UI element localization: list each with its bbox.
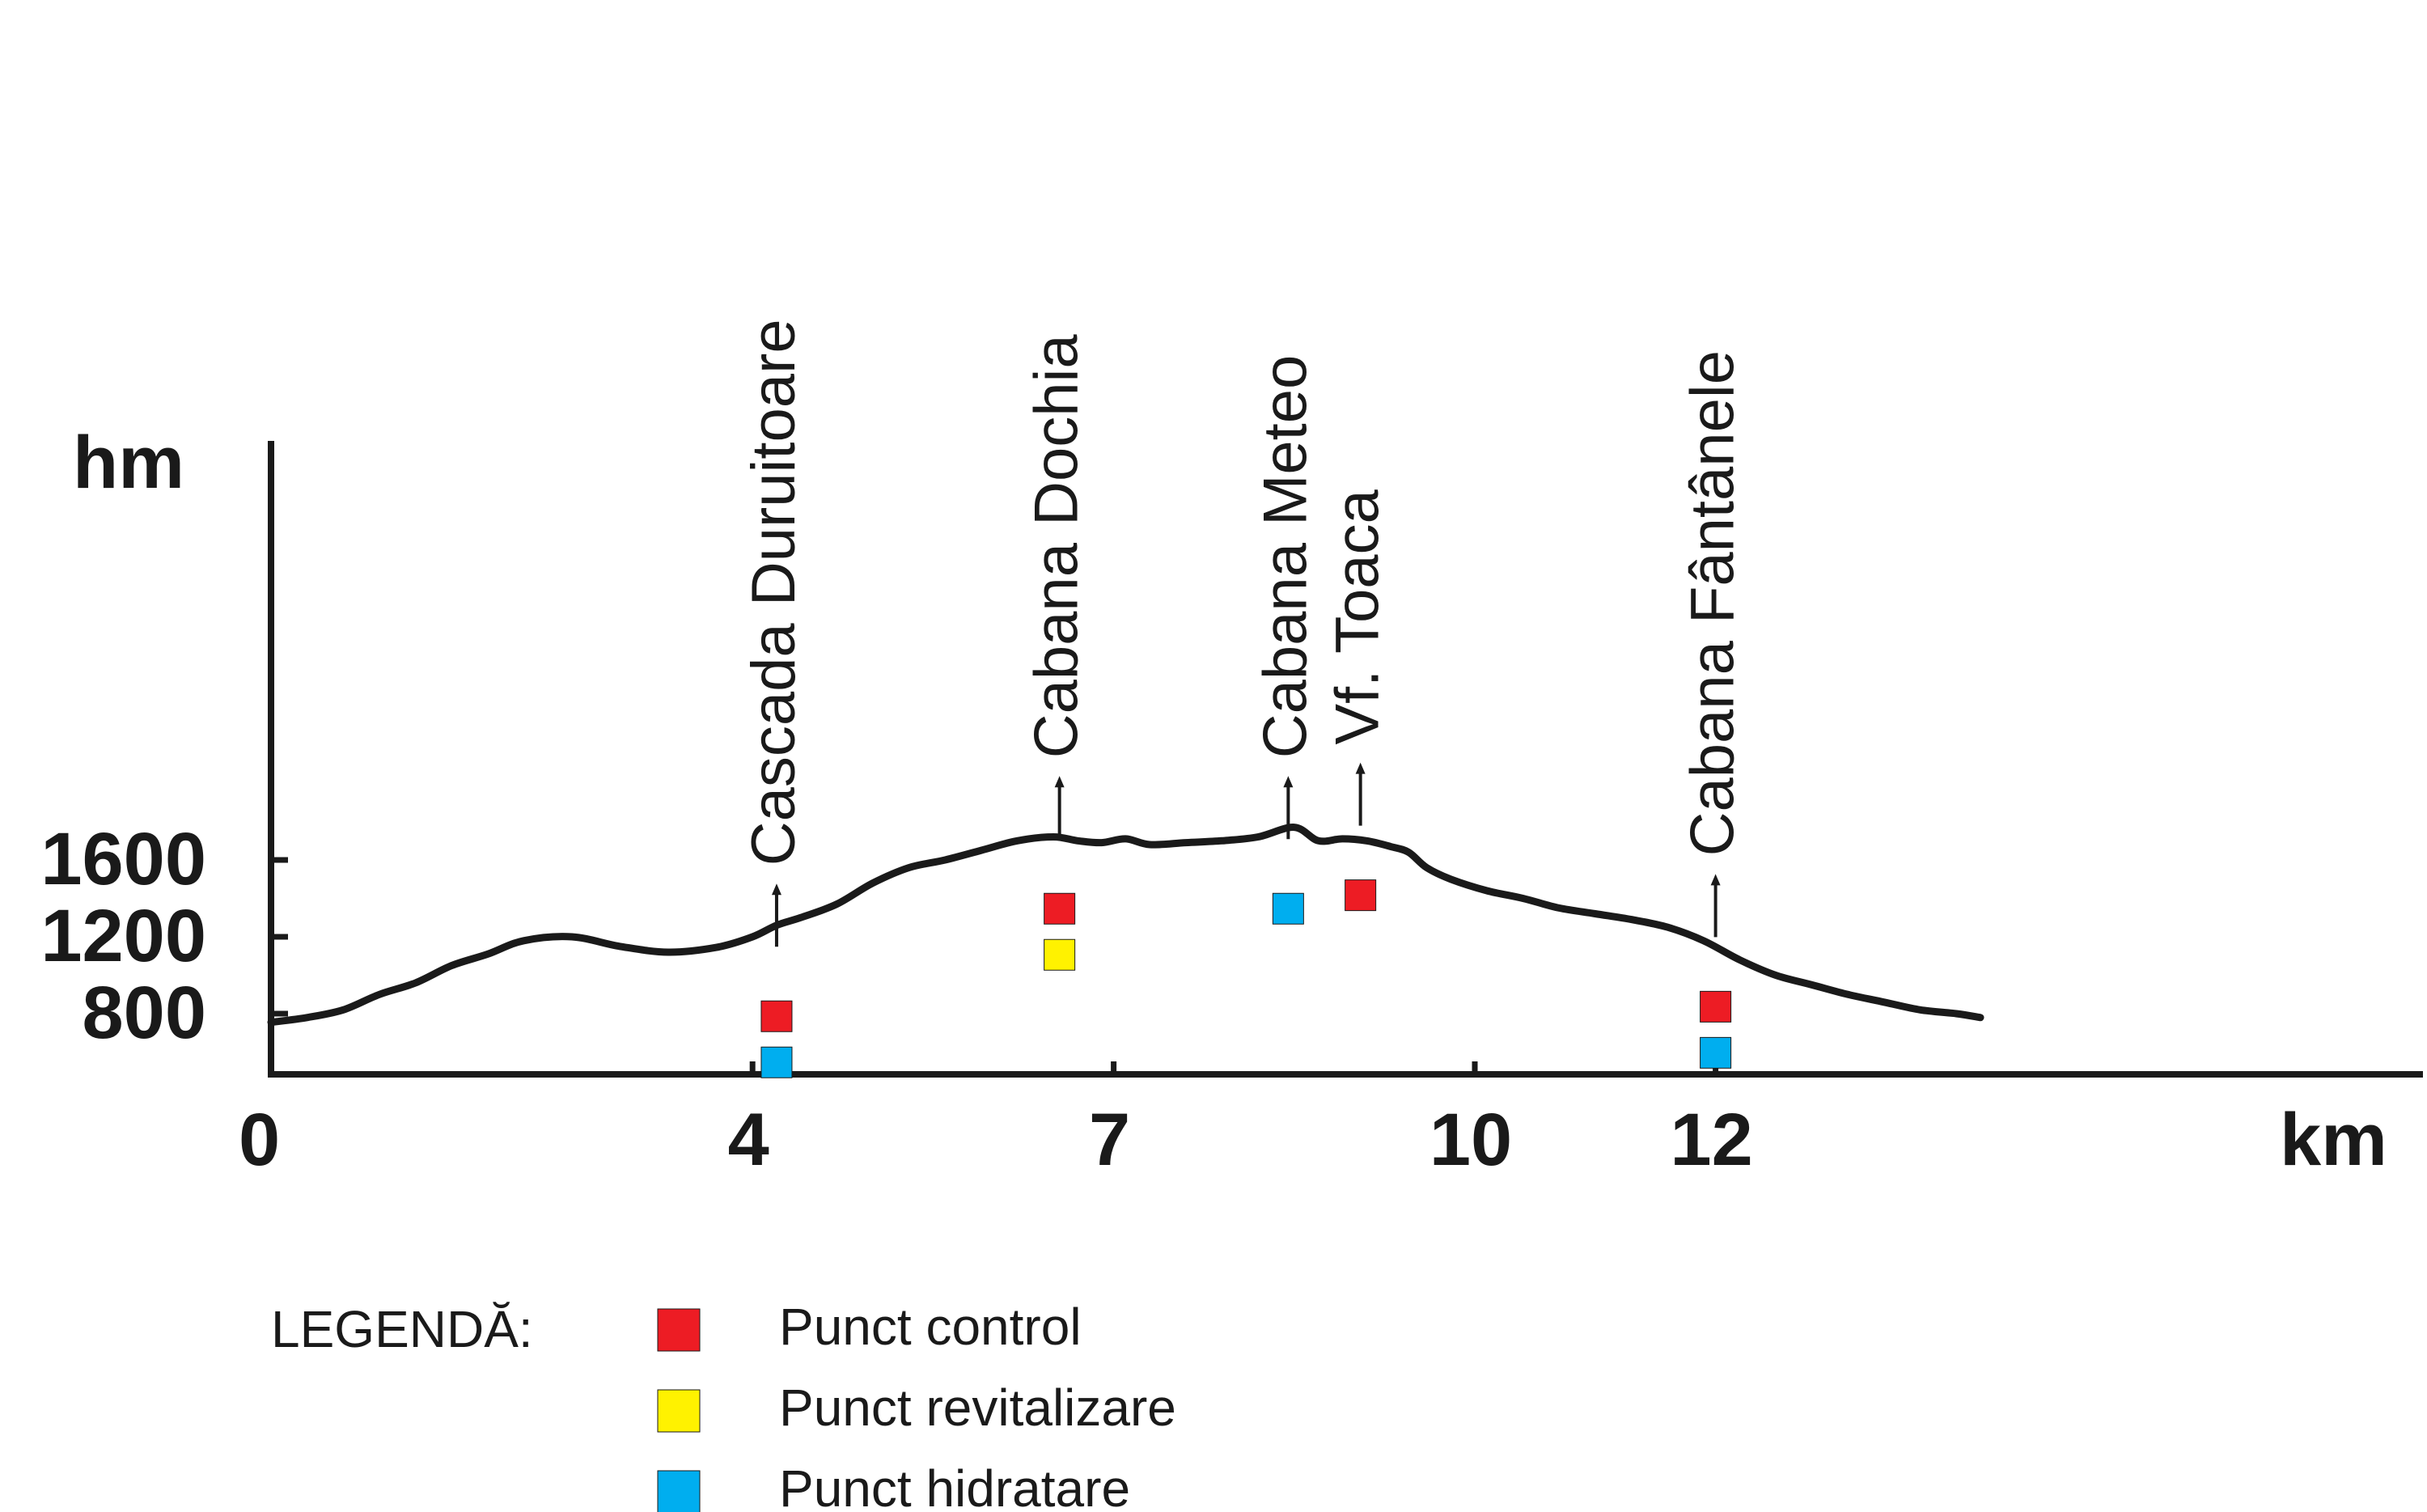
legend-items: Punct control Punct revitalizare Punct hid… bbox=[657, 1298, 1176, 1512]
x-tick-label: 12 bbox=[1670, 1099, 1752, 1181]
checkpoint-markers bbox=[760, 879, 1732, 1078]
x-tick-label: 10 bbox=[1430, 1099, 1512, 1181]
marker-control bbox=[1700, 990, 1732, 1023]
arrow-up-icon bbox=[1054, 776, 1065, 788]
marker-hidratare bbox=[760, 1046, 793, 1078]
arrow-up-icon bbox=[771, 883, 781, 896]
marker-control bbox=[760, 1000, 793, 1032]
legend-label: Punct control bbox=[779, 1298, 1082, 1356]
legend-swatch bbox=[657, 1470, 701, 1512]
axes: hm km bbox=[73, 421, 2423, 1181]
legend-swatch bbox=[657, 1389, 701, 1433]
x-axis-unit-label: km bbox=[2280, 1099, 2387, 1181]
y-tick-label: 1600 bbox=[40, 818, 206, 900]
place-annotations: Cascada Duruitoare Cabana Dochia Cabana Me… bbox=[739, 319, 1747, 947]
y-axis-unit-label: hm bbox=[73, 421, 184, 504]
marker-hidratare bbox=[1272, 892, 1304, 925]
place-label: Cabana Meteo bbox=[1251, 355, 1319, 759]
marker-control bbox=[1044, 892, 1076, 925]
marker-control bbox=[1345, 879, 1377, 912]
marker-revitalizare bbox=[1044, 938, 1076, 971]
y-tick-label: 800 bbox=[83, 972, 207, 1054]
arrow-up-icon bbox=[1710, 874, 1721, 886]
marker-hidratare bbox=[1700, 1036, 1732, 1069]
legend-title: LEGENDĂ: bbox=[271, 1300, 533, 1358]
place-label: Cascada Duruitoare bbox=[739, 319, 808, 866]
x-tick-label: 7 bbox=[1089, 1099, 1130, 1181]
place-label: Cabana Dochia bbox=[1023, 334, 1091, 759]
place-label: Cabana Fântânele bbox=[1679, 350, 1747, 856]
x-tick-label: 0 bbox=[239, 1099, 280, 1181]
elevation-profile-line bbox=[267, 824, 1984, 1027]
arrow-up-icon bbox=[1355, 762, 1366, 774]
y-tick-label: 1200 bbox=[40, 895, 206, 977]
legend-label: Punct hidratare bbox=[779, 1459, 1130, 1512]
place-label: Vf. Toaca bbox=[1324, 489, 1392, 744]
legend: LEGENDĂ: Punct control Punct revitalizare… bbox=[271, 1298, 1176, 1512]
legend-label: Punct revitalizare bbox=[779, 1379, 1176, 1437]
x-tick-label: 4 bbox=[728, 1099, 769, 1181]
legend-swatch bbox=[657, 1308, 701, 1352]
arrow-up-icon bbox=[1283, 776, 1294, 788]
